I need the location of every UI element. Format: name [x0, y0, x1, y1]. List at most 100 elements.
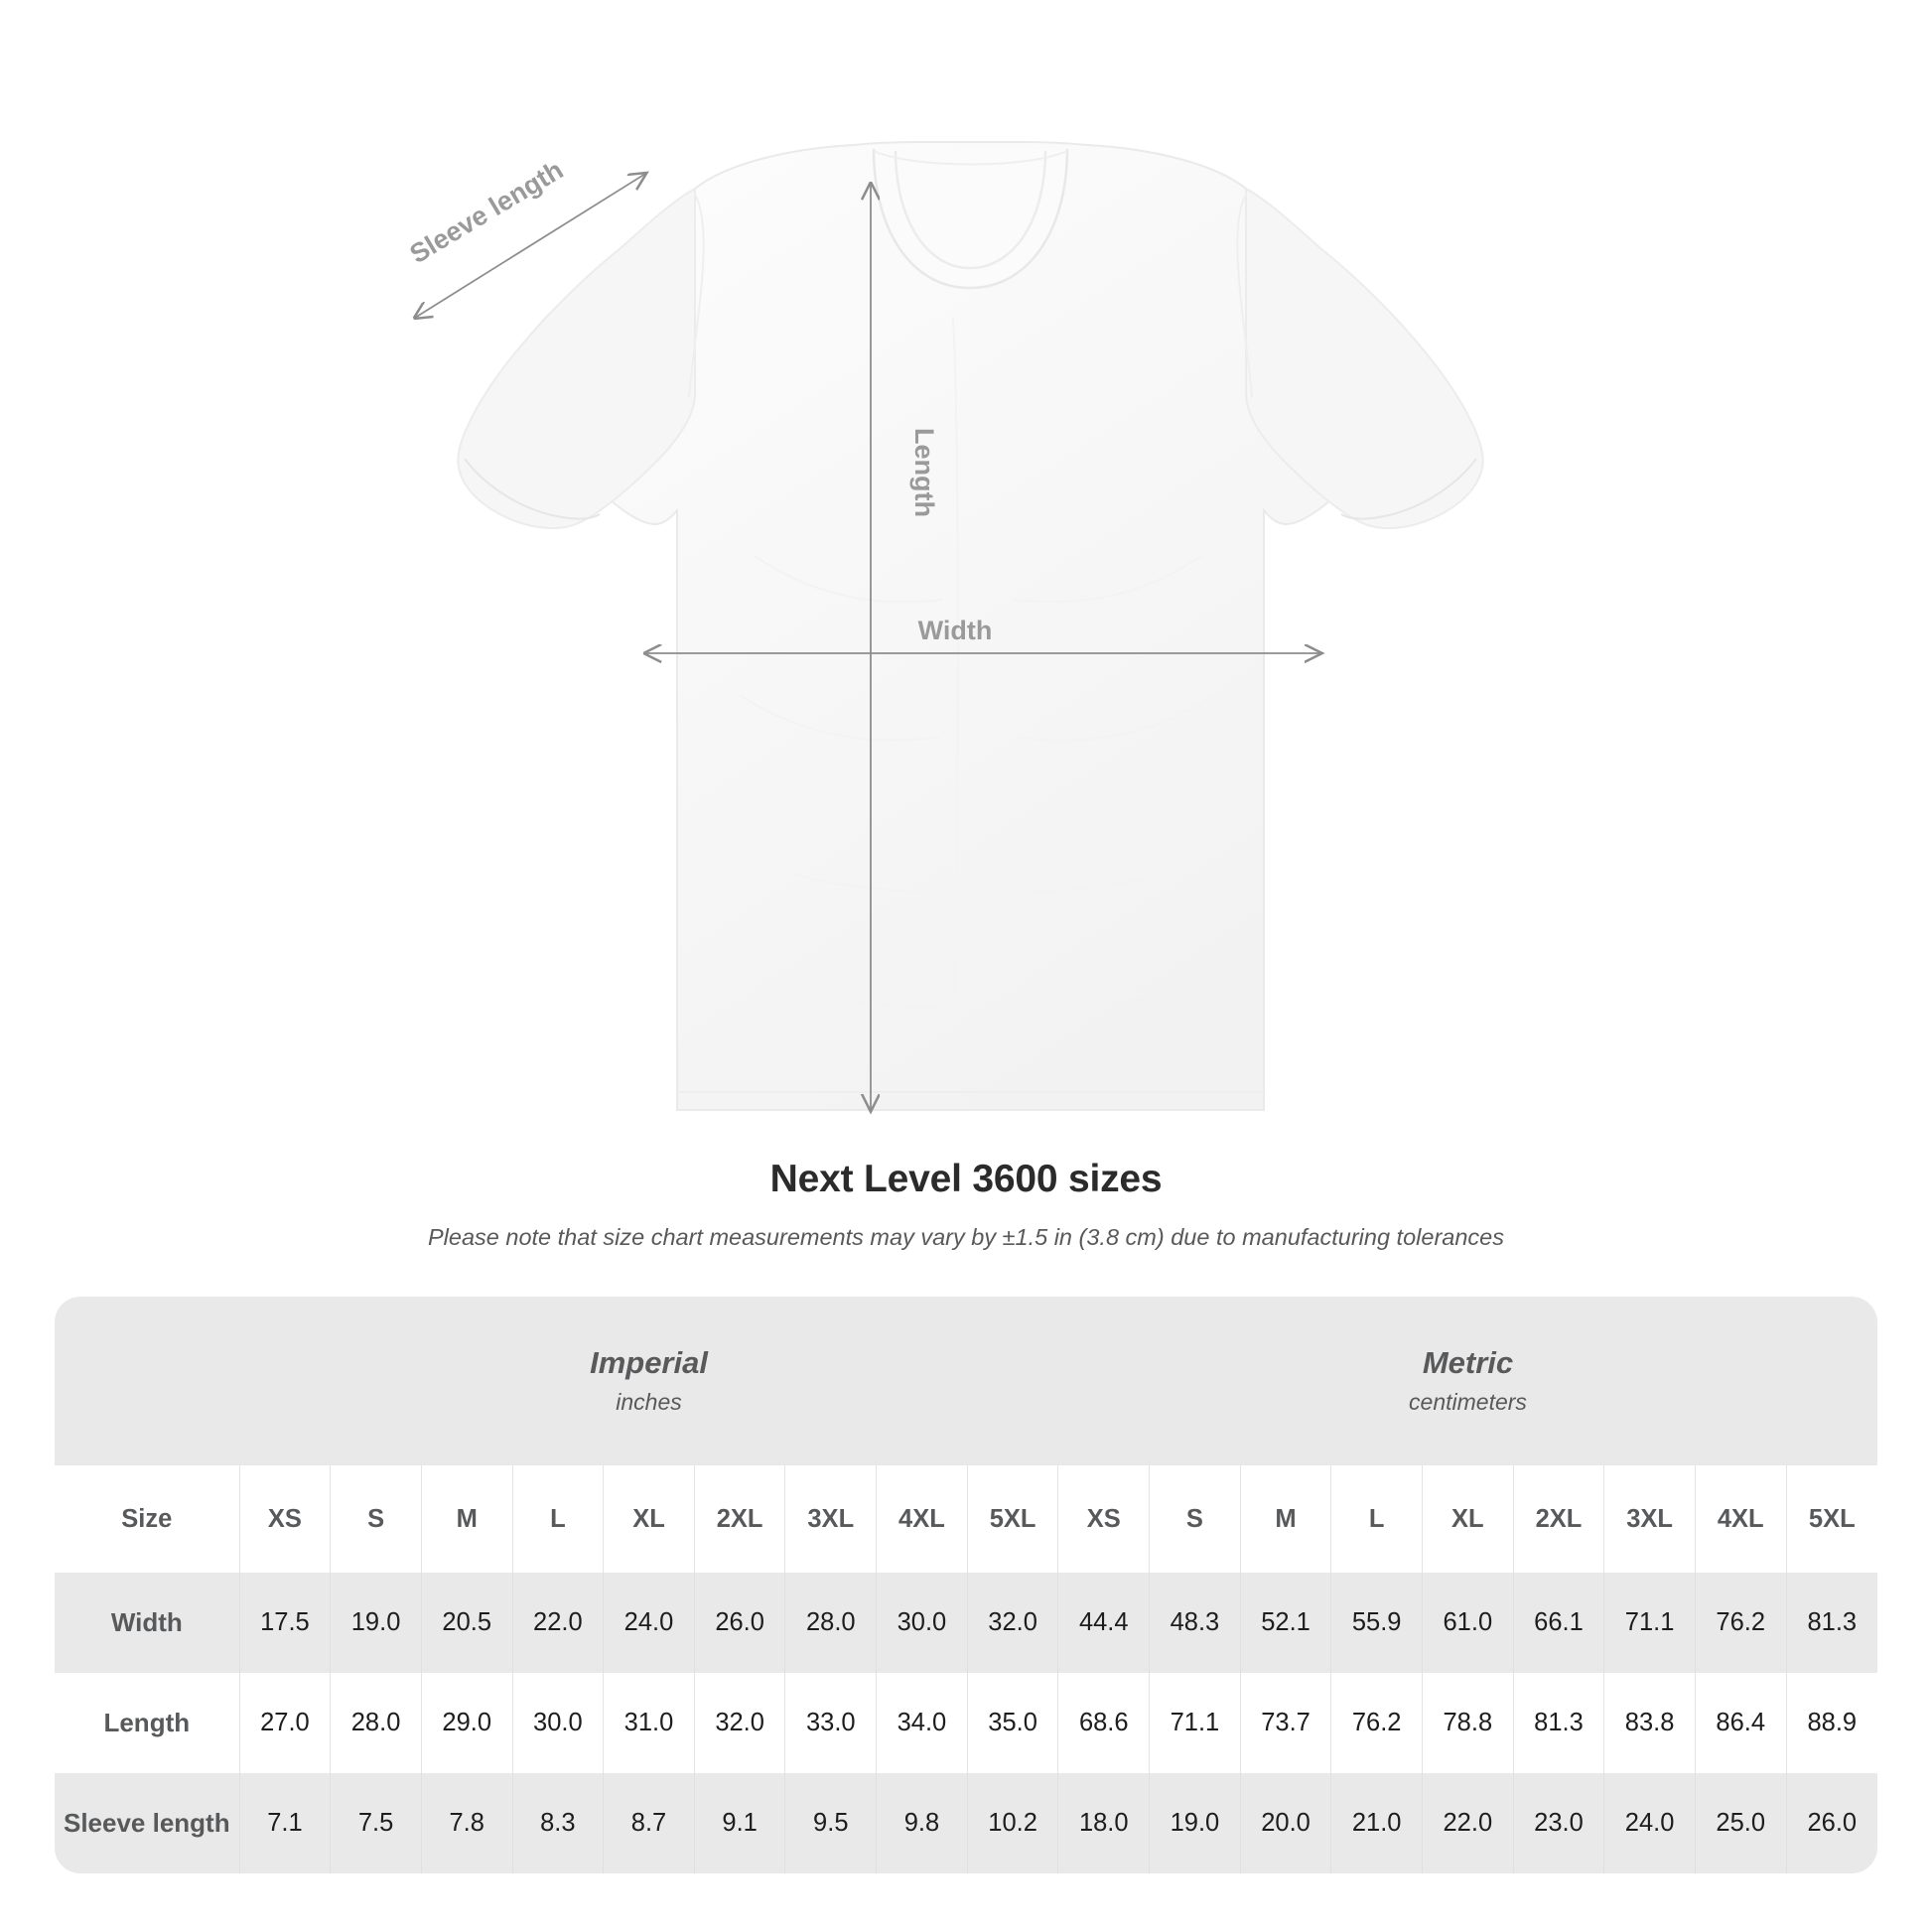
cell-metric: 22.0	[1422, 1773, 1514, 1873]
cell-imperial: 7.8	[420, 1773, 513, 1873]
table-row: Sleeve length 7.1 7.5 7.8 8.3 8.7 9.1 9.5 9.8 10.…	[55, 1773, 1877, 1873]
cell-imperial: 7.5	[330, 1773, 422, 1873]
length-label: Length	[909, 428, 939, 517]
cell-metric: 55.9	[1330, 1573, 1423, 1673]
cell-imperial: 34.0	[876, 1673, 968, 1773]
title-block: Next Level 3600 sizes Please note that s…	[0, 1158, 1932, 1251]
cell-imperial: 35.0	[966, 1673, 1058, 1773]
size-header-imperial-4xl: 4XL	[876, 1465, 968, 1573]
cell-imperial: 28.0	[784, 1573, 877, 1673]
cell-imperial: 19.0	[330, 1573, 422, 1673]
cell-imperial: 27.0	[238, 1673, 331, 1773]
tshirt-collar-inner	[894, 150, 1047, 270]
size-header-metric-2xl: 2XL	[1512, 1465, 1604, 1573]
cell-metric: 23.0	[1512, 1773, 1604, 1873]
size-header-metric-s: S	[1149, 1465, 1241, 1573]
tshirt-fabric-folds	[739, 317, 1217, 1011]
sleeve-length-arrow	[415, 174, 645, 318]
size-header-metric-3xl: 3XL	[1603, 1465, 1696, 1573]
cell-metric: 81.3	[1512, 1673, 1604, 1773]
cell-metric: 76.2	[1694, 1573, 1787, 1673]
cell-metric: 73.7	[1239, 1673, 1331, 1773]
size-header-imperial-s: S	[330, 1465, 422, 1573]
table-row: Width 17.5 19.0 20.5 22.0 24.0 26.0 28.0 30.0 32.…	[55, 1573, 1877, 1673]
cell-imperial: 30.0	[876, 1573, 968, 1673]
size-header-metric-m: M	[1239, 1465, 1331, 1573]
cell-metric: 25.0	[1694, 1773, 1787, 1873]
unit-group-subtitle: inches	[616, 1389, 682, 1416]
cell-metric: 66.1	[1512, 1573, 1604, 1673]
cell-metric: 19.0	[1149, 1773, 1241, 1873]
cell-imperial: 9.5	[784, 1773, 877, 1873]
cell-imperial: 7.1	[238, 1773, 331, 1873]
size-header-imperial-xs: XS	[238, 1465, 331, 1573]
unit-group-name: Metric	[1422, 1345, 1514, 1381]
cell-metric: 88.9	[1785, 1673, 1877, 1773]
chart-note: Please note that size chart measurements…	[428, 1223, 1504, 1250]
cell-imperial: 32.0	[966, 1573, 1058, 1673]
cell-metric: 76.2	[1330, 1673, 1423, 1773]
cell-metric: 52.1	[1239, 1573, 1331, 1673]
chart-title: Next Level 3600 sizes	[769, 1158, 1163, 1200]
cell-imperial: 9.1	[693, 1773, 785, 1873]
cell-metric: 20.0	[1239, 1773, 1331, 1873]
size-header-label: Size	[55, 1465, 240, 1573]
size-header-imperial-2xl: 2XL	[693, 1465, 785, 1573]
cell-imperial: 8.7	[603, 1773, 695, 1873]
cell-metric: 86.4	[1694, 1673, 1787, 1773]
width-label: Width	[918, 616, 993, 645]
unit-group-imperial: Imperial inches	[239, 1297, 1058, 1465]
cell-metric: 24.0	[1603, 1773, 1696, 1873]
size-header-imperial-m: M	[420, 1465, 513, 1573]
tshirt-right-shoulder-seam	[1236, 194, 1253, 398]
tshirt-left-shoulder-seam	[688, 194, 705, 398]
size-table-container: Imperial inches Metric centimeters Size XS S M L…	[55, 1297, 1877, 1873]
size-header-imperial-3xl: 3XL	[784, 1465, 877, 1573]
cell-imperial: 29.0	[420, 1673, 513, 1773]
size-header-row: Size XS S M L XL 2XL 3XL 4XL 5XL XS S M L XL 2XL 3XL 4XL 5…	[55, 1465, 1877, 1573]
tshirt-diagram: Sleeve length Length Width	[405, 141, 1484, 1157]
size-header-metric-l: L	[1330, 1465, 1423, 1573]
cell-metric: 21.0	[1330, 1773, 1423, 1873]
tshirt-right-sleeve	[1245, 187, 1484, 529]
size-table: Imperial inches Metric centimeters Size XS S M L…	[55, 1297, 1877, 1873]
cell-imperial: 32.0	[693, 1673, 785, 1773]
cell-imperial: 9.8	[876, 1773, 968, 1873]
cell-metric: 83.8	[1603, 1673, 1696, 1773]
unit-group-metric: Metric centimeters	[1057, 1297, 1877, 1465]
cell-imperial: 17.5	[238, 1573, 331, 1673]
size-header-metric-5xl: 5XL	[1785, 1465, 1877, 1573]
cell-metric: 81.3	[1785, 1573, 1877, 1673]
cell-imperial: 31.0	[603, 1673, 695, 1773]
size-header-imperial-xl: XL	[603, 1465, 695, 1573]
cell-metric: 71.1	[1603, 1573, 1696, 1673]
cell-metric: 26.0	[1785, 1773, 1877, 1873]
cell-imperial: 28.0	[330, 1673, 422, 1773]
cell-imperial: 20.5	[420, 1573, 513, 1673]
unit-group-row: Imperial inches Metric centimeters	[55, 1297, 1877, 1465]
cell-imperial: 10.2	[966, 1773, 1058, 1873]
row-label-length: Length	[55, 1673, 240, 1773]
table-corner-spacer	[55, 1297, 240, 1465]
cell-metric: 18.0	[1057, 1773, 1150, 1873]
cell-metric: 78.8	[1422, 1673, 1514, 1773]
cell-metric: 61.0	[1422, 1573, 1514, 1673]
cell-imperial: 30.0	[511, 1673, 604, 1773]
cell-imperial: 33.0	[784, 1673, 877, 1773]
cell-metric: 48.3	[1149, 1573, 1241, 1673]
sleeve-length-label: Sleeve length	[405, 155, 569, 269]
table-row: Length 27.0 28.0 29.0 30.0 31.0 32.0 33.0 34.0 35…	[55, 1673, 1877, 1773]
cell-imperial: 22.0	[511, 1573, 604, 1673]
tshirt-left-sleeve-hem	[464, 458, 601, 520]
row-label-sleeve-length: Sleeve length	[55, 1773, 240, 1873]
cell-imperial: 8.3	[511, 1773, 604, 1873]
tshirt-collar-outer	[872, 148, 1069, 290]
size-header-metric-xl: XL	[1422, 1465, 1514, 1573]
size-header-metric-xs: XS	[1057, 1465, 1150, 1573]
size-header-metric-4xl: 4XL	[1694, 1465, 1787, 1573]
unit-group-subtitle: centimeters	[1409, 1389, 1527, 1416]
cell-imperial: 26.0	[693, 1573, 785, 1673]
tshirt-neck-tape	[873, 150, 1068, 166]
cell-metric: 68.6	[1057, 1673, 1150, 1773]
cell-imperial: 24.0	[603, 1573, 695, 1673]
